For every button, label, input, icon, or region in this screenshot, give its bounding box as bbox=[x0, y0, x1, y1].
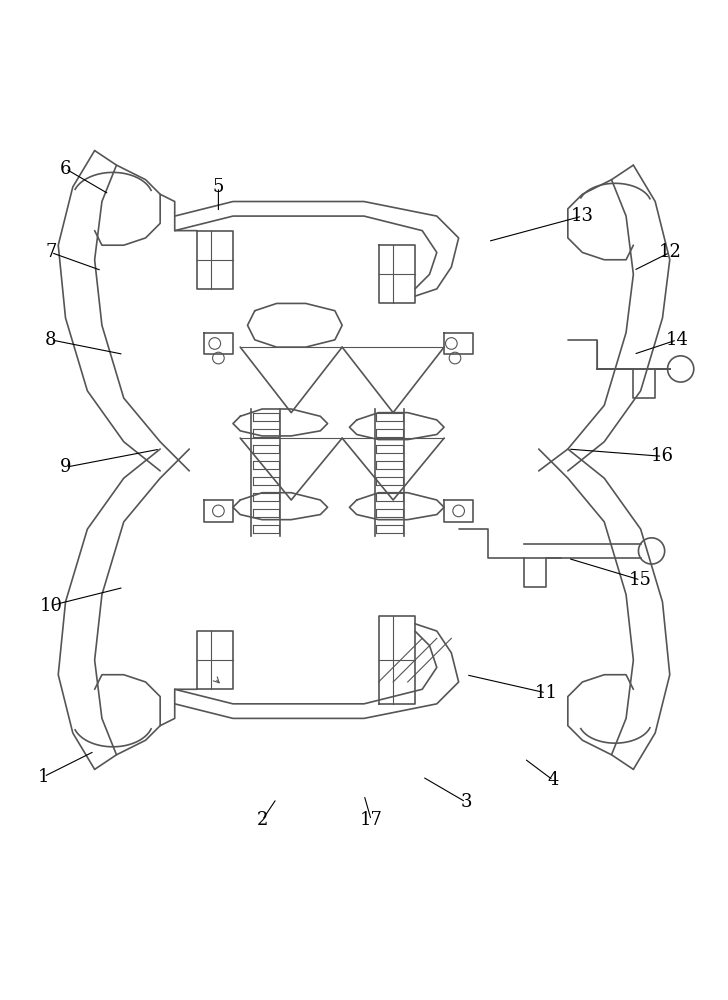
Text: 1: 1 bbox=[38, 768, 50, 786]
Text: 7: 7 bbox=[45, 243, 57, 261]
Text: 4: 4 bbox=[547, 771, 559, 789]
Text: 11: 11 bbox=[534, 684, 558, 702]
Text: 6: 6 bbox=[60, 160, 71, 178]
Text: 13: 13 bbox=[571, 207, 594, 225]
Text: 12: 12 bbox=[658, 243, 681, 261]
Text: 17: 17 bbox=[360, 811, 383, 829]
Text: 14: 14 bbox=[665, 331, 689, 349]
Text: 15: 15 bbox=[629, 571, 652, 589]
Text: 3: 3 bbox=[460, 793, 472, 811]
Text: 2: 2 bbox=[256, 811, 268, 829]
Text: 10: 10 bbox=[39, 597, 63, 615]
Text: 5: 5 bbox=[213, 178, 224, 196]
Text: 16: 16 bbox=[651, 447, 674, 465]
Text: 8: 8 bbox=[45, 331, 57, 349]
Text: 9: 9 bbox=[60, 458, 71, 476]
